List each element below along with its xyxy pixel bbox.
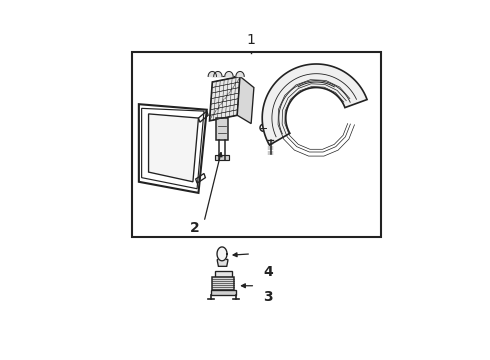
Polygon shape <box>262 64 367 145</box>
Text: 3: 3 <box>264 290 273 304</box>
Text: 4: 4 <box>264 265 273 279</box>
Polygon shape <box>211 290 236 296</box>
Text: 2: 2 <box>190 221 199 234</box>
Polygon shape <box>236 72 244 76</box>
Polygon shape <box>217 260 228 266</box>
Polygon shape <box>210 76 240 121</box>
Polygon shape <box>215 270 232 278</box>
Polygon shape <box>214 72 222 76</box>
Polygon shape <box>208 72 217 76</box>
Polygon shape <box>148 114 198 182</box>
Polygon shape <box>215 156 229 159</box>
Polygon shape <box>217 118 227 140</box>
Text: 1: 1 <box>246 33 256 48</box>
Polygon shape <box>212 278 235 290</box>
Polygon shape <box>217 247 227 261</box>
Bar <box>132 51 381 237</box>
Polygon shape <box>225 72 233 76</box>
Polygon shape <box>237 76 254 123</box>
